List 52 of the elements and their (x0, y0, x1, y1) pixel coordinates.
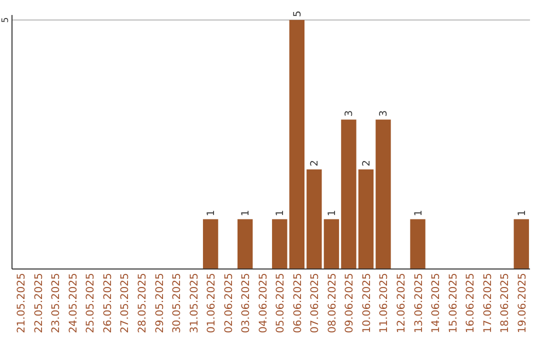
bar (358, 169, 374, 269)
x-tick-label: 03.06.2025 (240, 273, 252, 334)
x-tick-label: 13.06.2025 (412, 273, 425, 334)
x-tick-label: 23.05.2025 (50, 273, 62, 334)
x-tick-label: 24.05.2025 (67, 273, 80, 334)
x-tick-label: 25.05.2025 (84, 273, 97, 334)
x-tick-label: 28.05.2025 (136, 273, 148, 334)
x-tick-label: 18.06.2025 (499, 273, 512, 334)
data-label: 1 (413, 210, 424, 216)
data-label: 2 (310, 160, 321, 166)
x-tick-label: 09.06.2025 (344, 273, 356, 334)
bar (376, 120, 391, 269)
data-label: 3 (378, 110, 390, 117)
data-label: 1 (206, 210, 218, 216)
x-tick-label: 22.05.2025 (32, 273, 45, 334)
data-label: 1 (516, 210, 528, 216)
data-label: 1 (240, 210, 252, 216)
x-tick-label: 08.06.2025 (326, 273, 338, 334)
bar (341, 120, 356, 269)
bar (238, 219, 253, 269)
data-label: 5 (292, 10, 304, 17)
x-tick-label: 17.06.2025 (482, 273, 494, 334)
x-tick-label: 15.06.2025 (447, 273, 460, 334)
data-label: 1 (275, 210, 286, 216)
x-tick-label: 04.06.2025 (257, 273, 270, 334)
x-tick-label: 29.05.2025 (154, 273, 166, 334)
bar (306, 169, 322, 269)
x-tick-label: 19.06.2025 (516, 273, 528, 334)
bar (272, 219, 288, 269)
x-tick-label: 12.06.2025 (396, 273, 408, 334)
x-tick-label: 16.06.2025 (464, 273, 477, 334)
x-tick-label: 02.06.2025 (222, 273, 235, 334)
x-tick-label: 21.05.2025 (16, 273, 28, 334)
x-tick-label: 07.06.2025 (309, 273, 322, 334)
x-tick-label: 30.05.2025 (171, 273, 184, 334)
x-tick-label: 14.06.2025 (430, 273, 442, 334)
bar (410, 219, 426, 269)
data-label: 1 (326, 210, 338, 216)
bar (289, 20, 304, 269)
bar (202, 219, 218, 269)
x-tick-label: 10.06.2025 (360, 273, 373, 334)
x-tick-label: 31.05.2025 (188, 273, 200, 334)
x-tick-label: 26.05.2025 (102, 273, 114, 334)
x-tick-label: 11.06.2025 (378, 273, 390, 334)
x-tick-label: 01.06.2025 (206, 273, 218, 334)
x-tick-label: 06.06.2025 (292, 273, 304, 334)
x-tick-label: 05.06.2025 (274, 273, 287, 334)
bar (324, 219, 340, 269)
data-label: 3 (344, 110, 356, 117)
bar (514, 219, 529, 269)
x-tick-label: 27.05.2025 (119, 273, 132, 334)
data-label: 2 (361, 160, 372, 166)
